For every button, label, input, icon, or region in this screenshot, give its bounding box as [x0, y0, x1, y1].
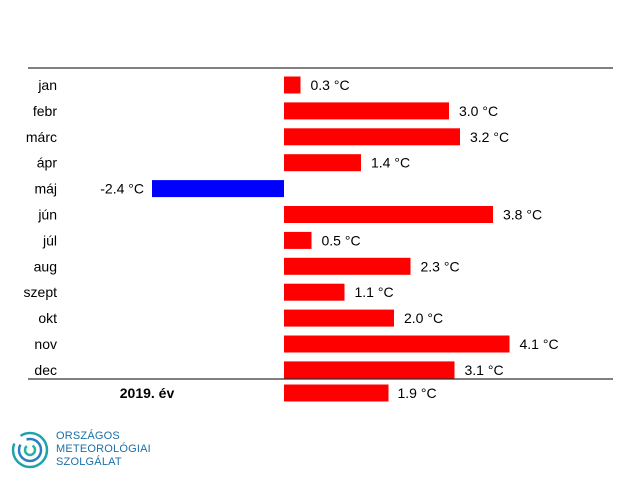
omsz-swirl-icon	[11, 431, 49, 469]
data-label: 3.2 °C	[470, 129, 509, 145]
bar-annual	[284, 384, 389, 402]
data-label: 0.3 °C	[311, 77, 350, 93]
logo-line-3: SZOLGÁLAT	[56, 456, 122, 468]
bar-jún	[284, 206, 493, 223]
category-label: nov	[34, 336, 57, 352]
bar-aug	[284, 257, 411, 275]
category-label: okt	[38, 310, 57, 326]
data-label: 3.1 °C	[465, 362, 504, 378]
data-label: 3.0 °C	[459, 103, 498, 119]
bar-jan	[284, 76, 301, 94]
data-label: -2.4 °C	[100, 181, 144, 197]
chart-lines	[28, 67, 613, 380]
category-label: júl	[42, 232, 57, 248]
bar-szept	[284, 283, 345, 301]
data-label: 1.1 °C	[355, 284, 394, 300]
category-label: jún	[37, 207, 57, 223]
data-label: 4.1 °C	[520, 336, 559, 352]
chart-bars	[152, 76, 510, 402]
data-label: 0.5 °C	[322, 232, 361, 248]
data-label: 3.8 °C	[503, 207, 542, 223]
bar-dec	[284, 361, 455, 379]
category-label: márc	[26, 129, 57, 145]
bar-júl	[284, 231, 312, 249]
chart-labels: jan 0.3 °C febr 3.0 °C márc 3.2 °C ápr 1.4 °C má…	[24, 77, 559, 401]
category-label: jan	[37, 77, 57, 93]
bar-ápr	[284, 154, 361, 172]
category-label: máj	[34, 181, 57, 197]
logo-line-1: ORSZÁGOS	[56, 430, 120, 442]
category-label: dec	[34, 362, 57, 378]
bar-márc	[284, 128, 460, 146]
data-label: 1.4 °C	[371, 155, 410, 171]
data-label: 2.0 °C	[404, 310, 443, 326]
category-label: szept	[24, 284, 58, 300]
bar-nov	[284, 335, 510, 353]
bar-okt	[284, 309, 394, 327]
omsz-logo: ORSZÁGOS METEOROLÓGIAI SZOLGÁLAT	[10, 428, 190, 472]
data-label: 2.3 °C	[421, 258, 460, 274]
bar-máj	[152, 180, 284, 198]
category-label: aug	[34, 258, 57, 274]
annual-data-label: 1.9 °C	[398, 385, 437, 401]
annual-label: 2019. év	[120, 385, 175, 401]
category-label: ápr	[37, 155, 58, 171]
logo-line-2: METEOROLÓGIAI	[56, 443, 151, 455]
category-label: febr	[33, 103, 57, 119]
bar-febr	[284, 102, 449, 120]
